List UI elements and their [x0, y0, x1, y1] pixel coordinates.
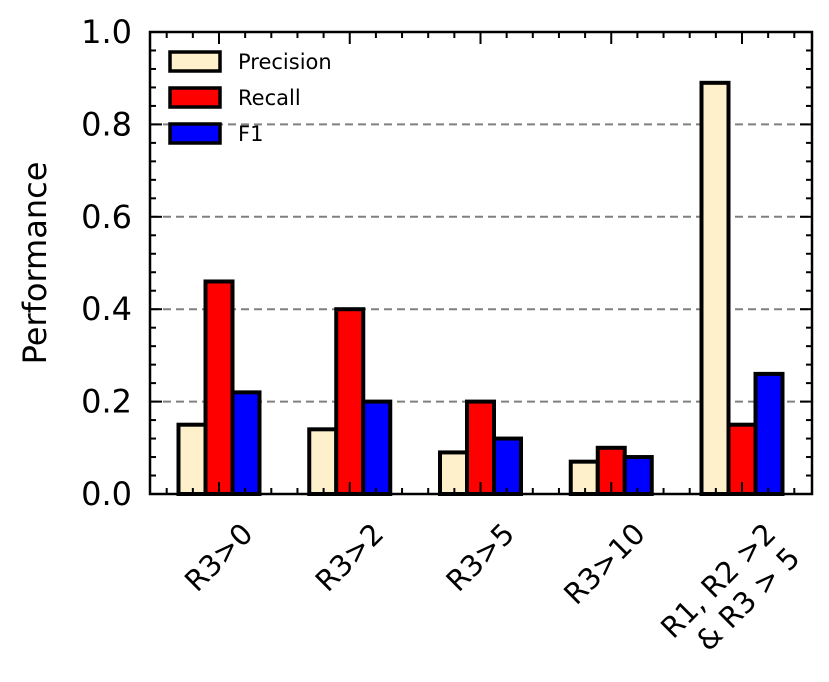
bar-precision-4: [699, 80, 731, 496]
tick-labels: 0.0 0.2 0.4 0.6 0.8 1.0: [81, 13, 132, 513]
bar-recall-2: [465, 399, 496, 497]
category-label: R3>5: [439, 516, 521, 598]
legend-swatch-f1: [168, 122, 222, 145]
bars: [176, 80, 785, 497]
category-label-line: R3>5: [439, 516, 521, 598]
legend-swatch-precision: [168, 50, 222, 73]
y-tick-label: 1.0: [81, 13, 132, 51]
y-tick-label: 0.6: [81, 198, 132, 236]
bar-precision-1: [307, 427, 339, 497]
bar-f1-4: [753, 371, 785, 497]
bar-precision-2: [438, 450, 469, 497]
y-tick-label: 0.0: [81, 475, 132, 513]
category-label: R3>0: [178, 516, 260, 598]
y-tick-label: 0.8: [81, 105, 132, 143]
legend-label-precision: Precision: [238, 50, 332, 74]
y-tick-label: 0.4: [81, 290, 132, 328]
category-label-line: R3>0: [178, 516, 260, 598]
y-tick-label: 0.2: [81, 383, 132, 421]
category-label: R3>2: [309, 516, 391, 598]
category-labels: R3>0 R3>2 R3>5 R3>10 R1, R2 >2& R3 > 5: [178, 516, 807, 657]
bar-recall-1: [334, 307, 366, 497]
bar-f1-1: [361, 399, 393, 497]
bar-f1-2: [492, 436, 523, 496]
axes: [148, 30, 814, 496]
legend-swatch-recall: [168, 86, 222, 109]
category-label: R1, R2 >2& R3 > 5: [654, 516, 806, 657]
bar-f1-0: [230, 390, 262, 496]
legend-label-f1: F1: [238, 122, 263, 146]
category-label-line: R3>2: [309, 516, 391, 598]
bar-precision-0: [176, 422, 208, 497]
category-label-line: R3>10: [557, 516, 652, 611]
y-axis-title: Performance: [16, 162, 54, 365]
bar-recall-0: [203, 279, 235, 497]
legend: Precision Recall F1: [168, 50, 332, 146]
category-label: R3>10: [557, 516, 652, 611]
legend-label-recall: Recall: [238, 86, 301, 110]
